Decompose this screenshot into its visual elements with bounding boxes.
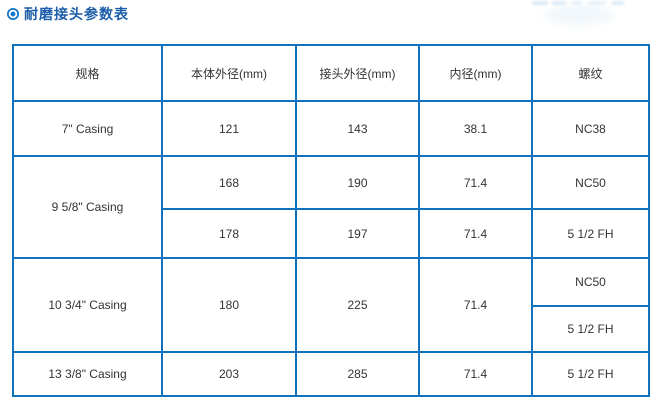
cell-inner-d: 71.4	[418, 351, 533, 397]
header-thread: 螺纹	[531, 44, 650, 102]
cell-thread: 5 1/2 FH	[531, 305, 650, 353]
table-row: 5 1/2 FH	[13, 305, 650, 353]
cell-inner-d: 71.4	[418, 155, 533, 210]
cell-thread: 5 1/2 FH	[531, 351, 650, 397]
table-row: 178 197 71.4 5 1/2 FH	[13, 208, 650, 259]
cell-inner-d: 71.4	[418, 208, 533, 259]
cell-spec: 13 3/8" Casing	[12, 351, 163, 397]
cell-thread: NC38	[531, 100, 650, 157]
section-title: 耐磨接头参数表	[24, 6, 129, 22]
cell-spec: 7" Casing	[12, 100, 163, 157]
table-header-row: 规格 本体外径(mm) 接头外径(mm) 内径(mm) 螺纹	[12, 44, 650, 102]
cell-body-od: 178	[161, 208, 297, 259]
cell-body-od: 121	[161, 100, 297, 157]
cell-inner-d: 71.4	[418, 257, 533, 353]
table-row: 9 5/8" Casing 168 190 71.4 NC50	[12, 155, 650, 259]
cell-joint-od: 225	[295, 257, 420, 353]
watermark-fragment	[526, 0, 636, 26]
header-inner-d: 内径(mm)	[418, 44, 533, 102]
cell-joint-od: 285	[295, 351, 420, 397]
table-row: 7" Casing 121 143 38.1 NC38	[12, 100, 650, 157]
cell-thread: NC50	[531, 257, 650, 307]
header-body-od: 本体外径(mm)	[161, 44, 297, 102]
cell-body-od: 180	[161, 257, 297, 353]
wear-joint-parameter-table: 规格 本体外径(mm) 接头外径(mm) 内径(mm) 螺纹 7" Casing…	[12, 44, 650, 397]
cell-joint-od: 197	[295, 208, 420, 259]
cell-thread: 5 1/2 FH	[531, 208, 650, 259]
cell-joint-od: 143	[295, 100, 420, 157]
header-spec: 规格	[12, 44, 163, 102]
cell-spec: 10 3/4" Casing	[12, 257, 163, 353]
section-title-bar: 耐磨接头参数表	[7, 7, 129, 21]
cell-inner-d: 38.1	[418, 100, 533, 157]
bullseye-icon	[7, 8, 19, 20]
table-row: 10 3/4" Casing 180 225 71.4 NC50	[12, 257, 650, 353]
cell-thread: NC50	[531, 155, 650, 210]
cell-joint-od: 190	[295, 155, 420, 210]
header-joint-od: 接头外径(mm)	[295, 44, 420, 102]
cell-body-od: 168	[161, 155, 297, 210]
cell-spec: 9 5/8" Casing	[12, 155, 163, 259]
cell-body-od: 203	[161, 351, 297, 397]
table-row: 13 3/8" Casing 203 285 71.4 5 1/2 FH	[12, 351, 650, 397]
